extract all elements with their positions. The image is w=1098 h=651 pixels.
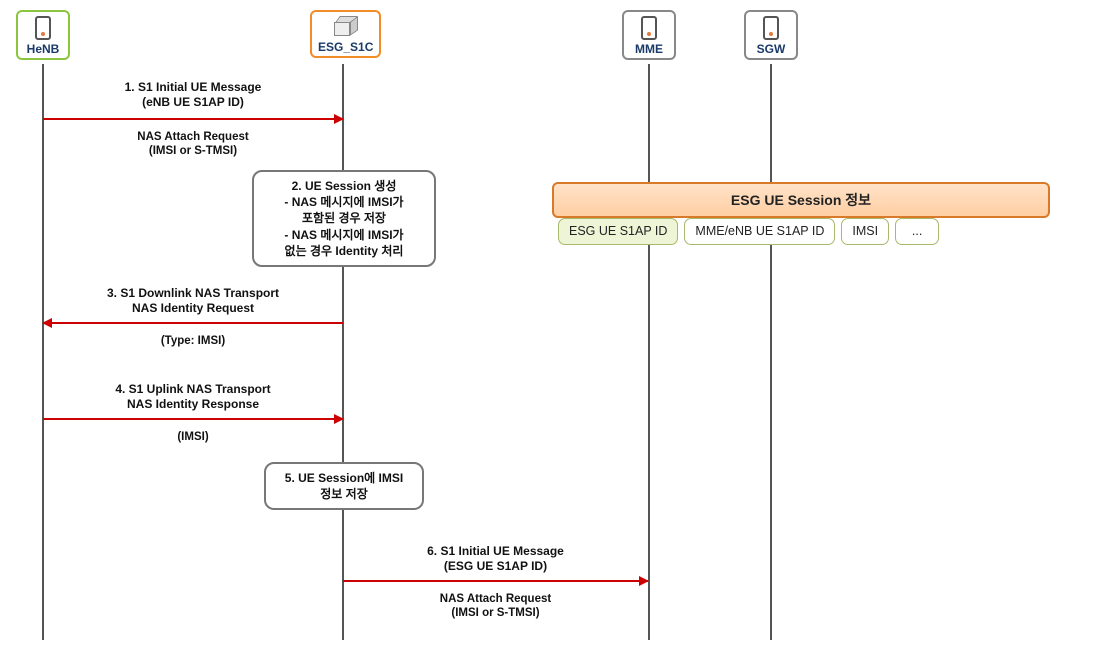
note-5: 5. UE Session에 IMSI 정보 저장 — [264, 462, 424, 510]
msg-3: 3. S1 Downlink NAS Transport NAS Identit… — [43, 286, 343, 316]
msg-1-sub2: (IMSI or S-TMSI) — [43, 144, 343, 158]
msg-6-sub1: NAS Attach Request — [343, 592, 648, 606]
note-2-line5: 없는 경우 Identity 처리 — [264, 243, 424, 259]
actor-henb: HeNB — [16, 10, 70, 60]
arrow-4 — [43, 418, 343, 420]
msg-1-sub: NAS Attach Request (IMSI or S-TMSI) — [43, 124, 343, 159]
msg-1-line1: 1. S1 Initial UE Message — [43, 80, 343, 95]
actor-sgw: SGW — [744, 10, 798, 60]
actor-mme-box: MME — [622, 10, 676, 60]
info-panel-row: ESG UE S1AP ID MME/eNB UE S1AP ID IMSI .… — [558, 218, 939, 245]
info-pill-imsi: IMSI — [841, 218, 889, 245]
arrowhead-left-icon — [42, 318, 52, 328]
msg-6: 6. S1 Initial UE Message (ESG UE S1AP ID… — [343, 544, 648, 574]
actor-henb-box: HeNB — [16, 10, 70, 60]
note-2-line3: 포함된 경우 저장 — [264, 210, 424, 226]
info-panel-header: ESG UE Session 정보 — [552, 182, 1050, 218]
actor-sgw-label: SGW — [752, 42, 790, 56]
note-5-line1: 5. UE Session에 IMSI — [276, 470, 412, 486]
msg-6-line2: (ESG UE S1AP ID) — [343, 559, 648, 574]
info-panel-title: ESG UE Session 정보 — [731, 192, 871, 208]
msg-4-line1: 4. S1 Uplink NAS Transport — [43, 382, 343, 397]
actor-mme: MME — [622, 10, 676, 60]
arrowhead-right-icon — [334, 414, 344, 424]
info-pill-more: ... — [895, 218, 939, 245]
lifeline-sgw — [770, 64, 772, 640]
note-2: 2. UE Session 생성 - NAS 메시지에 IMSI가 포함된 경우… — [252, 170, 436, 267]
phone-icon — [763, 16, 779, 40]
msg-6-sub2: (IMSI or S-TMSI) — [343, 606, 648, 620]
arrowhead-right-icon — [334, 114, 344, 124]
note-2-line4: - NAS 메시지에 IMSI가 — [264, 227, 424, 243]
actor-mme-label: MME — [630, 42, 668, 56]
phone-icon — [35, 16, 51, 40]
phone-icon — [641, 16, 657, 40]
msg-4-sub: (IMSI) — [43, 424, 343, 444]
msg-3-sub1: (Type: IMSI) — [43, 334, 343, 348]
msg-3-sub: (Type: IMSI) — [43, 328, 343, 348]
msg-1-line2: (eNB UE S1AP ID) — [43, 95, 343, 110]
note-2-line1: 2. UE Session 생성 — [264, 178, 424, 194]
arrow-3 — [43, 322, 343, 324]
actor-esg-box: ESG_S1C — [310, 10, 381, 58]
arrowhead-right-icon — [639, 576, 649, 586]
msg-6-line1: 6. S1 Initial UE Message — [343, 544, 648, 559]
msg-4: 4. S1 Uplink NAS Transport NAS Identity … — [43, 382, 343, 412]
actor-esg-label: ESG_S1C — [318, 40, 373, 54]
arrow-1 — [43, 118, 343, 120]
arrow-6 — [343, 580, 648, 582]
sequence-diagram: HeNB ESG_S1C MME SGW 1. S1 Initial UE Me… — [0, 0, 1098, 651]
actor-henb-label: HeNB — [24, 42, 62, 56]
actor-esg: ESG_S1C — [310, 10, 381, 58]
note-5-line2: 정보 저장 — [276, 486, 412, 502]
cube-icon — [334, 16, 358, 38]
msg-4-sub1: (IMSI) — [43, 430, 343, 444]
lifeline-mme — [648, 64, 650, 640]
note-2-line2: - NAS 메시지에 IMSI가 — [264, 194, 424, 210]
msg-3-line2: NAS Identity Request — [43, 301, 343, 316]
msg-1: 1. S1 Initial UE Message (eNB UE S1AP ID… — [43, 80, 343, 110]
msg-1-sub1: NAS Attach Request — [43, 130, 343, 144]
info-pill-esg-s1ap: ESG UE S1AP ID — [558, 218, 678, 245]
msg-3-line1: 3. S1 Downlink NAS Transport — [43, 286, 343, 301]
msg-6-sub: NAS Attach Request (IMSI or S-TMSI) — [343, 586, 648, 621]
actor-sgw-box: SGW — [744, 10, 798, 60]
info-pill-mme-enb-s1ap: MME/eNB UE S1AP ID — [684, 218, 835, 245]
msg-4-line2: NAS Identity Response — [43, 397, 343, 412]
